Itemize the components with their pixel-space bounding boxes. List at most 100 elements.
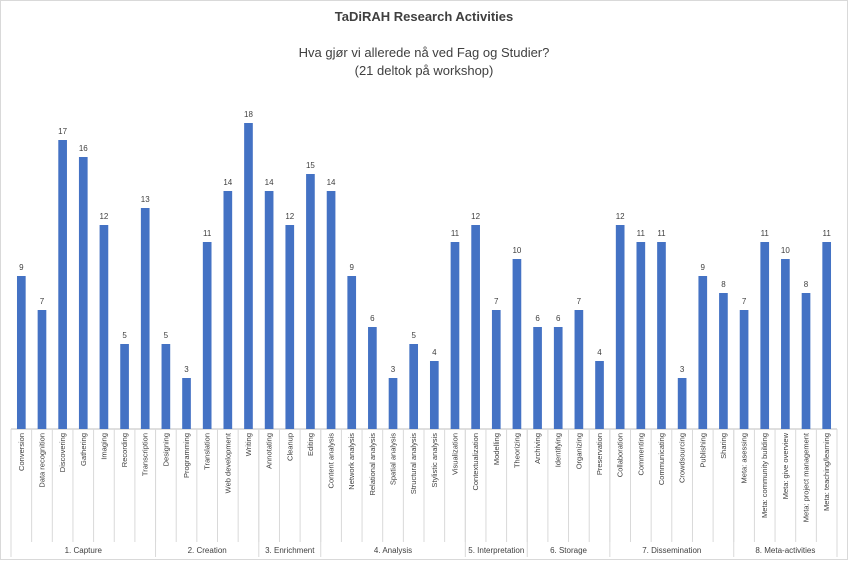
bar: [739, 310, 749, 429]
bar: [244, 123, 253, 429]
category-label: Preservation: [595, 433, 604, 475]
data-label: 8: [721, 280, 726, 289]
category-label: Web development: [223, 432, 232, 493]
bar: [16, 276, 26, 429]
data-label: 14: [265, 178, 274, 187]
data-label: 5: [164, 331, 169, 340]
category-label: Editing: [306, 433, 315, 456]
data-label: 7: [742, 297, 747, 306]
bar: [223, 191, 233, 429]
category-label: Writing: [244, 433, 253, 456]
data-label: 9: [701, 263, 706, 272]
group-label: 1. Capture: [65, 546, 103, 555]
bar: [285, 225, 295, 429]
category-label: Publishing: [698, 433, 707, 468]
bar: [781, 259, 790, 429]
bar: [471, 225, 480, 429]
bar: [491, 310, 501, 429]
category-label: Structural analysis: [409, 433, 418, 495]
category-label: Modelling: [492, 433, 501, 465]
data-label: 12: [99, 212, 108, 221]
category-label: Collaboration: [616, 433, 625, 477]
category-label: Commenting: [636, 433, 645, 476]
bar: [677, 378, 687, 429]
category-label: Meta: project management: [802, 432, 811, 522]
bar: [698, 276, 708, 429]
bar: [450, 242, 460, 429]
data-label: 6: [556, 314, 561, 323]
bar: [409, 344, 419, 429]
data-label: 7: [494, 297, 499, 306]
category-label: Imaging: [99, 433, 108, 460]
chart-title: TaDiRAH Research Activities: [335, 9, 513, 24]
bar: [533, 327, 542, 429]
data-label: 5: [122, 331, 127, 340]
data-label: 12: [616, 212, 625, 221]
data-label: 11: [657, 229, 666, 238]
category-label: Transcription: [141, 433, 150, 476]
data-label: 6: [370, 314, 375, 323]
data-label: 5: [411, 331, 416, 340]
group-label: 4. Analysis: [374, 546, 412, 555]
bar: [595, 361, 604, 429]
bar: [636, 242, 646, 429]
data-label: 3: [680, 365, 685, 374]
data-label: 12: [285, 212, 294, 221]
category-label: Content analysis: [327, 433, 336, 489]
data-label: 8: [804, 280, 809, 289]
bar: [161, 344, 171, 429]
data-label: 4: [432, 348, 437, 357]
data-label: 16: [79, 144, 88, 153]
bar: [140, 208, 150, 429]
category-label: Crowdsourcing: [678, 433, 687, 483]
group-label: 5. Interpretation: [468, 546, 524, 555]
category-label: Designing: [161, 433, 170, 466]
category-label: Theorizing: [512, 433, 521, 468]
data-label: 11: [203, 229, 212, 238]
category-label: Discovering: [58, 433, 67, 472]
category-label: Identifying: [554, 433, 563, 467]
bar: [99, 225, 109, 429]
bar: [615, 225, 625, 429]
bar: [801, 293, 811, 429]
group-label: 6. Storage: [550, 546, 587, 555]
bar: [306, 174, 315, 429]
category-label: Programming: [182, 433, 191, 478]
chart-subtitle-line-2: (21 deltok på workshop): [355, 63, 494, 78]
category-label: Stylistic analysis: [430, 433, 439, 488]
category-label: Meta: community building: [760, 433, 769, 518]
category-label: Meta: teaching/learning: [822, 433, 831, 511]
data-label: 10: [512, 246, 521, 255]
category-label: Gathering: [79, 433, 88, 466]
data-label: 11: [823, 229, 832, 238]
data-label: 18: [244, 110, 253, 119]
plot-area: 9 Conversion 7 Data recognition 17 Discoverin…: [10, 110, 838, 557]
data-label: 7: [40, 297, 45, 306]
bar: [264, 191, 274, 429]
bar: [657, 242, 666, 429]
category-label: Visualization: [450, 433, 459, 475]
category-label: Annotating: [265, 433, 274, 469]
bar: [78, 157, 88, 429]
bar: [822, 242, 832, 429]
category-label: Network analysis: [347, 433, 356, 490]
bar: [553, 327, 563, 429]
bar: [58, 140, 67, 429]
data-label: 11: [451, 229, 460, 238]
data-label: 6: [535, 314, 540, 323]
category-label: Communicating: [657, 433, 666, 485]
bar: [326, 191, 336, 429]
bar: [388, 378, 398, 429]
data-label: 13: [141, 195, 150, 204]
bar: [574, 310, 584, 429]
bar: [182, 378, 191, 429]
data-label: 7: [577, 297, 582, 306]
bar: [512, 259, 522, 429]
category-label: Translation: [203, 433, 212, 470]
bar: [760, 242, 770, 429]
data-label: 9: [349, 263, 354, 272]
category-label: Cleanup: [285, 433, 294, 461]
bar: [37, 310, 47, 429]
